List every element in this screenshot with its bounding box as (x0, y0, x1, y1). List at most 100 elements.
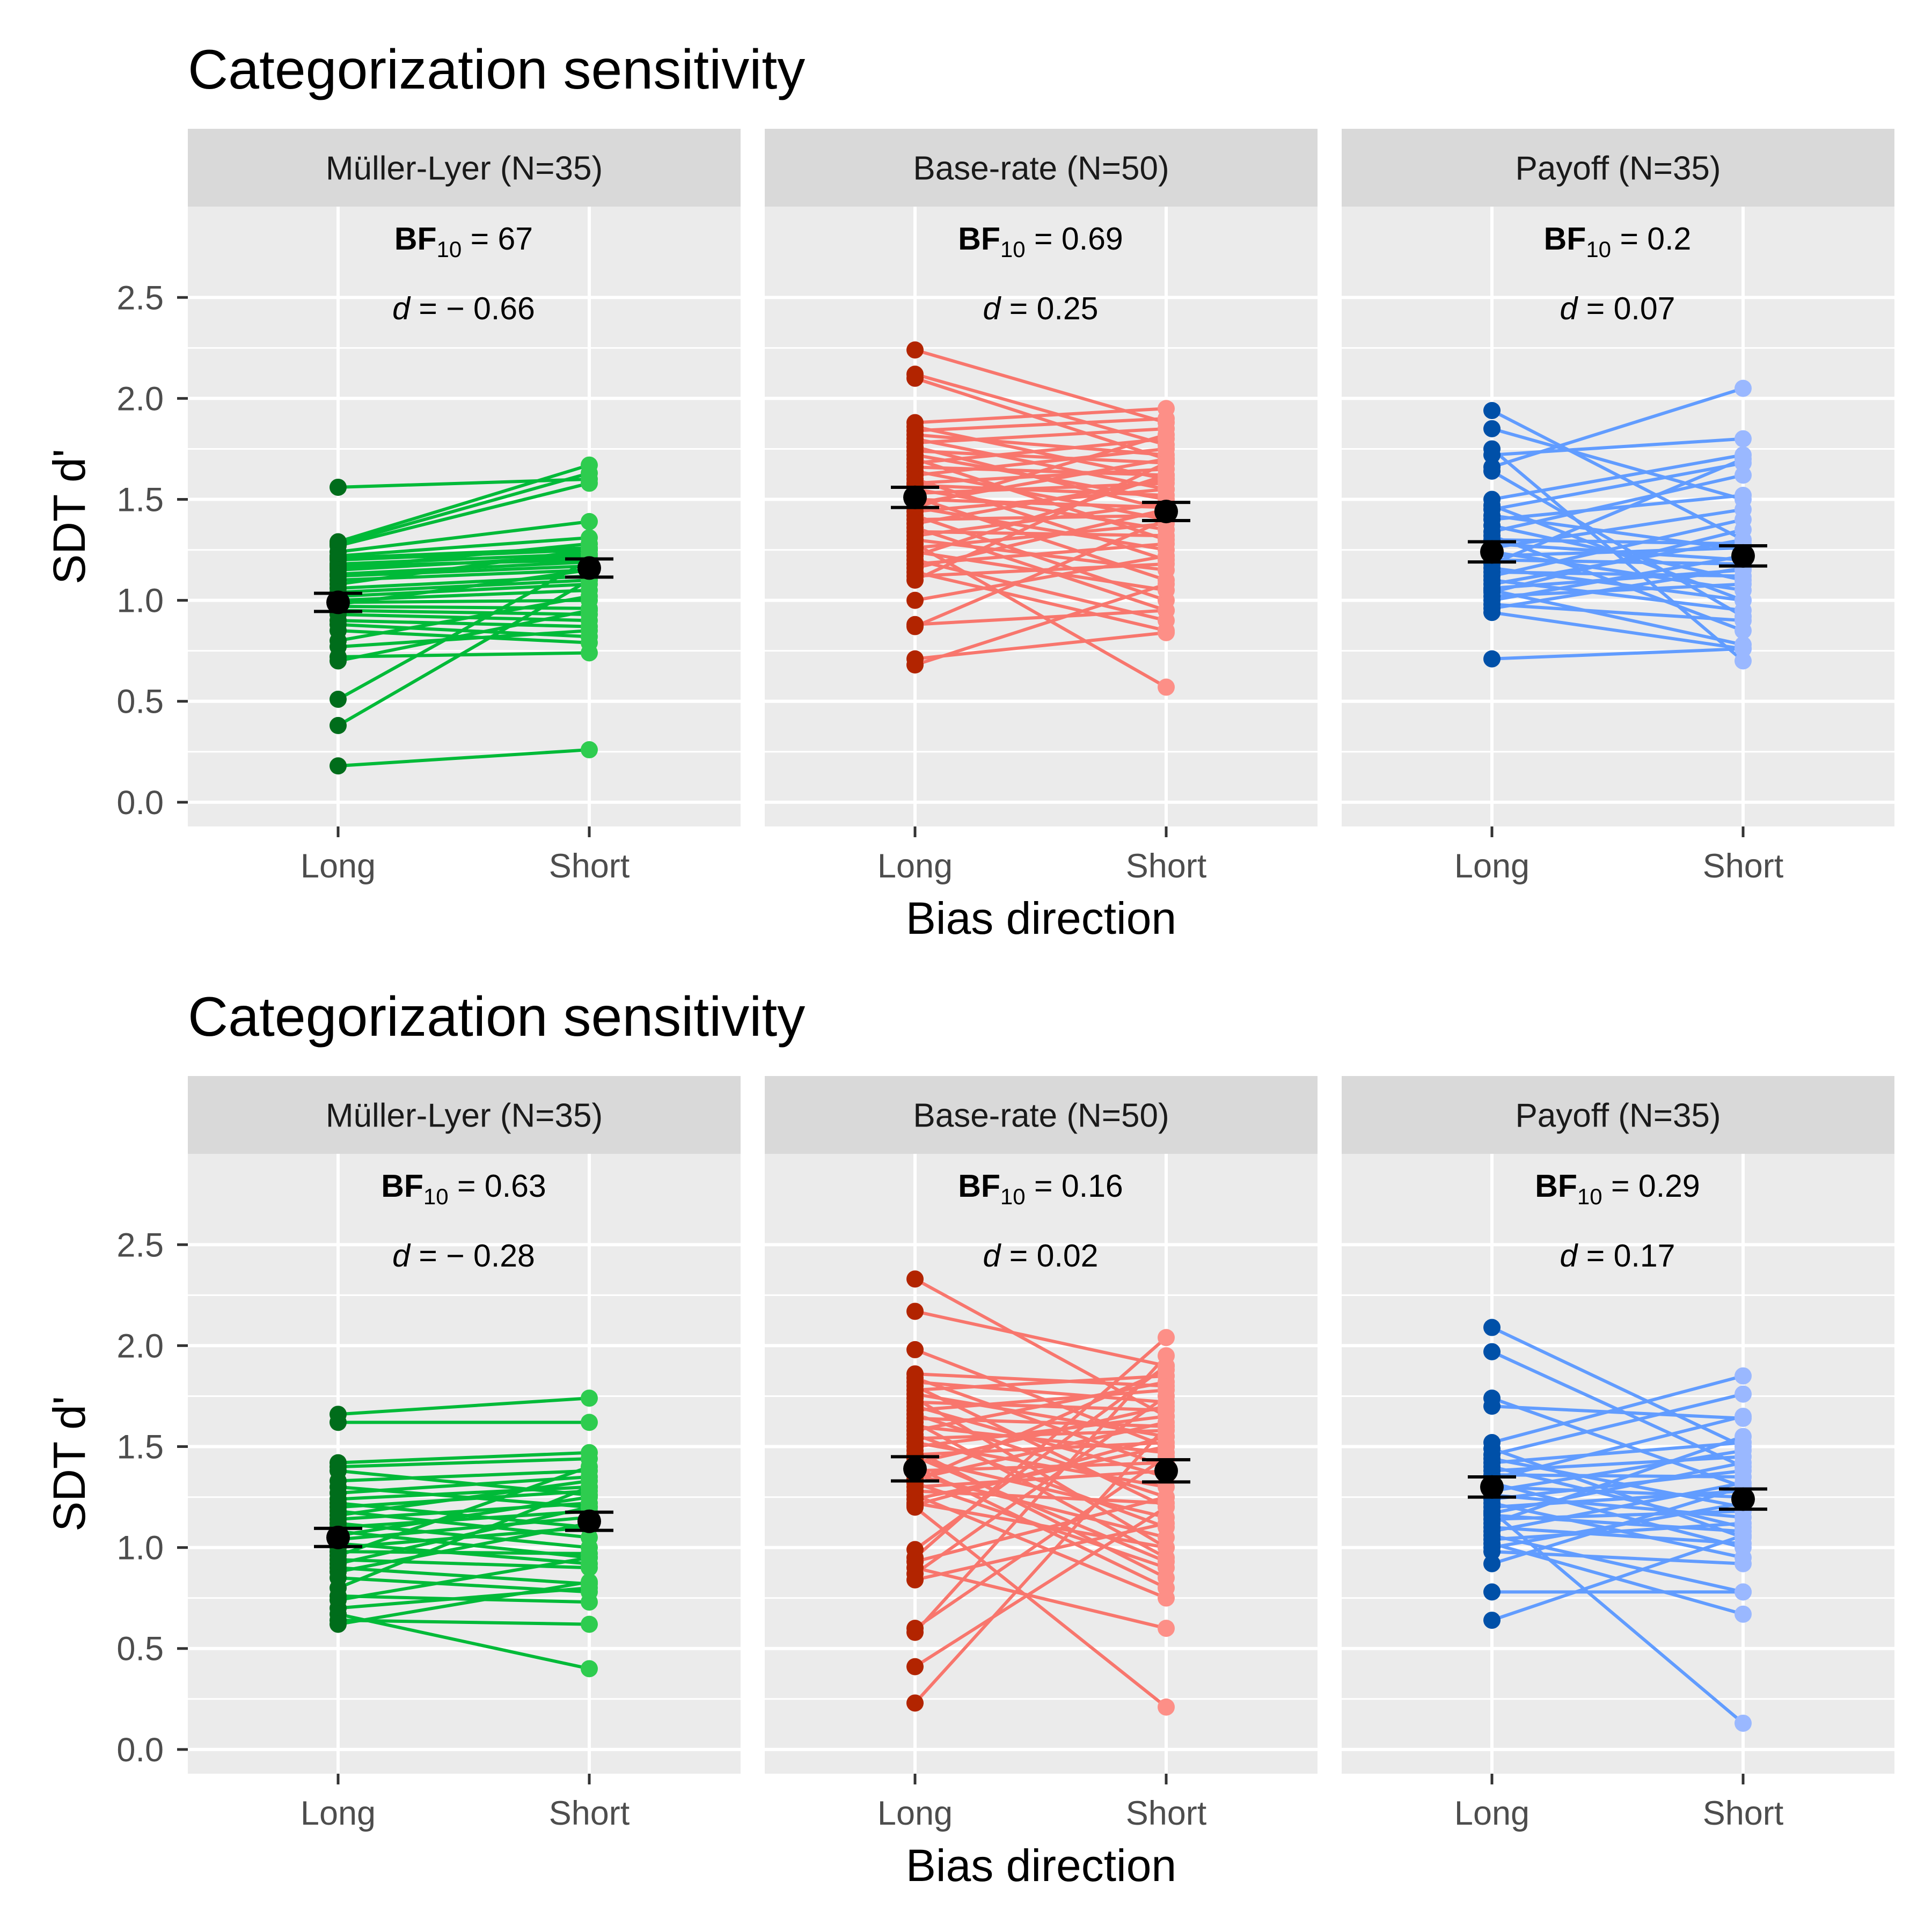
paired-line (914, 1505, 1167, 1668)
bayes-factor-annotation: BF10 = 0.16 (958, 1168, 1123, 1209)
paired-line (338, 1550, 590, 1555)
paired-line (913, 1425, 1168, 1704)
paired-lines (1491, 386, 1744, 662)
paired-line (338, 1509, 590, 1529)
paired-line (914, 1368, 1167, 1483)
bf-label: BF (394, 221, 437, 257)
paired-line (1491, 1526, 1744, 1546)
paired-line (338, 463, 590, 544)
point-long (906, 1302, 924, 1320)
bayes-factor-annotation: BF10 = 0.29 (1535, 1168, 1700, 1209)
point-short (1735, 1408, 1752, 1425)
point-short (1158, 678, 1175, 696)
paired-line (338, 609, 590, 616)
paired-lines (337, 463, 590, 768)
point-short (1158, 1514, 1175, 1532)
facet-panel-1: Müller-Lyer (N=35) Long Short BF10 = 0.63 d … (188, 1076, 741, 1832)
paired-line (1491, 611, 1744, 650)
d-label: d (1560, 291, 1579, 326)
paired-line (338, 1457, 590, 1469)
point-short (581, 588, 598, 605)
facet-panel-1: Müller-Lyer (N=35) Long Short BF10 = 67 d = … (188, 129, 741, 885)
bf-subscript: 10 (1000, 1184, 1026, 1209)
paired-line (914, 467, 1167, 485)
paired-line (338, 1612, 590, 1671)
point-short (1735, 379, 1752, 397)
point-long (906, 572, 924, 589)
paired-line (1491, 1415, 1744, 1481)
point-long (1483, 1583, 1501, 1601)
bf-value: = 0.16 (1026, 1168, 1123, 1204)
point-short (1158, 547, 1175, 565)
paired-line (338, 651, 590, 658)
paired-line (338, 1558, 590, 1570)
point-long (906, 369, 924, 387)
point-short (1158, 575, 1175, 593)
paired-line (338, 564, 590, 578)
mean-point-short (577, 556, 601, 580)
bf-value: = 67 (462, 221, 533, 257)
bf-label: BF (381, 1168, 423, 1204)
paired-line (338, 1521, 590, 1574)
paired-lines (913, 1277, 1168, 1709)
facet-strip-label: Payoff (N=35) (1515, 150, 1721, 187)
paired-line (338, 1475, 590, 1495)
paired-line (914, 372, 1167, 447)
mean-point-long (1480, 1475, 1504, 1499)
facet-strip (765, 1076, 1318, 1154)
y-axis-title: SDT d' (44, 1396, 94, 1532)
paired-line (1491, 461, 1744, 511)
x-tick-label: Short (1126, 1795, 1207, 1832)
paired-line (338, 1469, 590, 1483)
bayes-factor-annotation: BF10 = 0.2 (1544, 221, 1692, 262)
paired-line (914, 1413, 1167, 1499)
paired-line (338, 1619, 590, 1626)
paired-line (337, 579, 590, 727)
point-long (1483, 1555, 1501, 1572)
bf-value: = 0.2 (1611, 221, 1691, 257)
paired-line (914, 518, 1167, 628)
mean-point-long (326, 1525, 350, 1549)
mean-point-long (326, 590, 350, 614)
y-tick-label: 2.0 (116, 380, 164, 418)
paired-line (914, 1415, 1167, 1448)
y-tick-label: 2.5 (116, 279, 164, 317)
paired-line (1491, 453, 1744, 501)
paired-line (338, 1451, 590, 1465)
paired-line (914, 1495, 1167, 1563)
paired-line (338, 536, 590, 558)
point-short (1735, 612, 1752, 630)
y-tick-label: 1.0 (116, 1529, 164, 1567)
point-short (1158, 602, 1175, 619)
bf-value: = 0.63 (449, 1168, 546, 1204)
y-tick-label: 1.5 (116, 481, 164, 519)
paired-line (1491, 546, 1744, 558)
mean-point-short (1154, 1459, 1178, 1483)
point-short (1158, 624, 1175, 641)
point-short (581, 1414, 598, 1431)
point-long (906, 656, 924, 674)
paired-line (1491, 1509, 1744, 1521)
paired-line (914, 462, 1167, 582)
point-short (1158, 1417, 1175, 1435)
point-short (581, 602, 598, 619)
paired-line (338, 1485, 590, 1501)
mean-point-long (903, 485, 927, 509)
y-tick-label: 1.5 (116, 1429, 164, 1466)
paired-line (1491, 1374, 1744, 1444)
paired-line (914, 562, 1167, 578)
paired-line (1491, 1461, 1744, 1515)
paired-line (338, 582, 590, 598)
paired-line (338, 598, 590, 604)
bayes-factor-annotation: BF10 = 67 (394, 221, 533, 262)
mean-point-short (577, 1509, 601, 1533)
paired-line (914, 1309, 1167, 1367)
paired-line (914, 530, 1167, 538)
point-long (1483, 446, 1501, 464)
paired-line (1491, 1550, 1744, 1565)
effect-size-annotation: d = − 0.66 (392, 291, 535, 326)
mean-point-short (1154, 500, 1178, 524)
mean-point-short (1731, 544, 1755, 568)
bf-value: = 0.29 (1602, 1168, 1700, 1204)
paired-line (338, 546, 590, 560)
